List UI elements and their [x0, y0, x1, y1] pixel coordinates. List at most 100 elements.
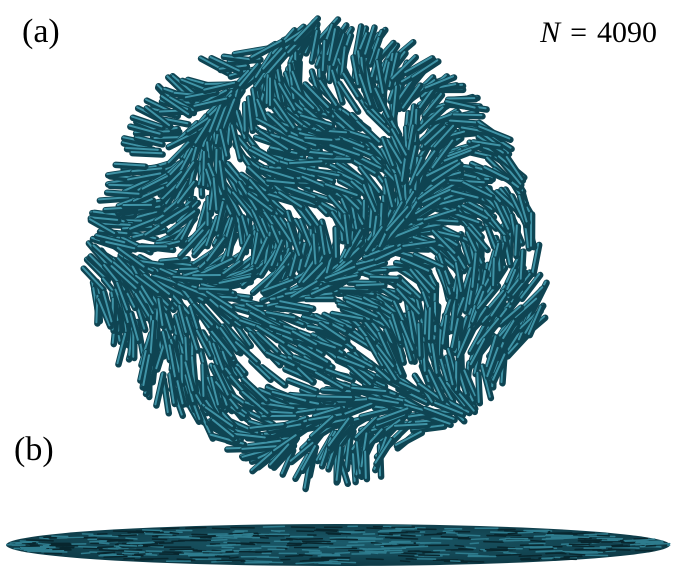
- rod-highlight: [325, 368, 353, 380]
- side-rod: [56, 536, 84, 539]
- side-rod: [399, 560, 411, 563]
- rod-highlight: [247, 439, 281, 446]
- side-rod: [284, 554, 304, 558]
- rod: [158, 256, 191, 265]
- rod-highlight: [208, 101, 222, 133]
- rod: [326, 27, 340, 65]
- rod-highlight: [212, 177, 218, 211]
- rod-highlight: [129, 311, 139, 341]
- rod: [130, 166, 166, 176]
- rod: [249, 231, 262, 270]
- rod-highlight: [260, 365, 286, 386]
- side-rod: [86, 547, 98, 550]
- rod-highlight: [327, 417, 350, 447]
- rod: [319, 387, 355, 396]
- rod-highlight: [312, 233, 317, 265]
- rod-highlight: [354, 415, 377, 439]
- rod: [287, 159, 326, 168]
- side-rod: [507, 532, 518, 535]
- rod-highlight: [143, 273, 171, 295]
- rod-highlight: [178, 229, 204, 257]
- rod-highlight: [172, 275, 203, 281]
- rod-highlight: [293, 453, 309, 479]
- rod: [373, 243, 410, 265]
- rod-highlight: [157, 297, 164, 327]
- rod-highlight: [324, 183, 358, 197]
- rod-highlight: [375, 59, 384, 94]
- rod: [288, 440, 317, 466]
- rod-highlight: [174, 314, 185, 344]
- rod-highlight: [291, 330, 317, 346]
- rod-highlight: [423, 208, 457, 221]
- rod: [121, 178, 153, 196]
- rod-highlight: [161, 330, 170, 361]
- operator: =: [570, 16, 587, 49]
- side-rod: [295, 561, 316, 565]
- rod: [510, 272, 534, 299]
- rod-highlight: [343, 214, 349, 245]
- side-rod: [151, 538, 168, 541]
- rod-highlight: [456, 328, 471, 359]
- rod-highlight: [356, 120, 380, 143]
- rod: [413, 196, 444, 218]
- rod-highlight: [284, 185, 316, 199]
- rod: [468, 337, 489, 369]
- side-rod: [541, 537, 564, 540]
- rod-highlight: [208, 340, 220, 371]
- rod: [400, 82, 424, 113]
- rod: [204, 236, 228, 265]
- side-rod: [125, 537, 138, 540]
- rod: [148, 318, 158, 359]
- rod: [220, 53, 254, 64]
- rod-highlight: [462, 181, 493, 198]
- rod-highlight: [248, 331, 269, 356]
- rod: [159, 204, 193, 228]
- rod-highlight: [288, 160, 323, 165]
- side-rod: [528, 548, 554, 551]
- rod-highlight: [427, 307, 431, 341]
- rod-highlight: [130, 115, 163, 128]
- rod-highlight: [503, 235, 511, 266]
- rod-highlight: [316, 395, 353, 399]
- rod-highlight: [476, 371, 480, 403]
- side-rod: [395, 527, 415, 530]
- rod-highlight: [402, 240, 436, 247]
- rod-highlight: [160, 95, 190, 116]
- side-rod: [80, 552, 91, 555]
- rod-highlight: [130, 150, 163, 155]
- rod-highlight: [262, 47, 283, 70]
- rod-highlight: [492, 257, 495, 287]
- rod: [204, 214, 221, 250]
- rod-highlight: [436, 373, 453, 401]
- rod-highlight: [248, 148, 276, 165]
- rod-highlight: [288, 195, 316, 205]
- side-rod: [90, 534, 119, 538]
- rod-highlight: [330, 311, 364, 320]
- rod: [354, 282, 388, 290]
- rod: [259, 401, 298, 413]
- side-rod: [504, 530, 530, 533]
- rod-highlight: [155, 279, 187, 297]
- rod: [526, 304, 545, 339]
- rod-highlight: [193, 97, 228, 107]
- rod-highlight: [518, 194, 528, 223]
- rod-highlight: [195, 329, 211, 357]
- rod: [423, 74, 458, 93]
- rod-highlight: [288, 392, 320, 398]
- rod-highlight: [401, 332, 412, 362]
- rod-highlight: [286, 107, 311, 126]
- rod-highlight: [354, 260, 385, 272]
- rod-highlight: [167, 210, 196, 233]
- rod: [292, 15, 322, 45]
- rod-highlight: [144, 106, 171, 127]
- rod-highlight: [178, 305, 187, 334]
- side-rod: [50, 543, 72, 546]
- rod: [207, 100, 226, 136]
- rod: [448, 298, 459, 335]
- rod: [115, 331, 130, 368]
- rod-highlight: [374, 437, 392, 464]
- rod: [174, 160, 198, 193]
- side-rod: [302, 559, 330, 562]
- rod-highlight: [394, 430, 422, 446]
- rod-highlight: [306, 168, 340, 177]
